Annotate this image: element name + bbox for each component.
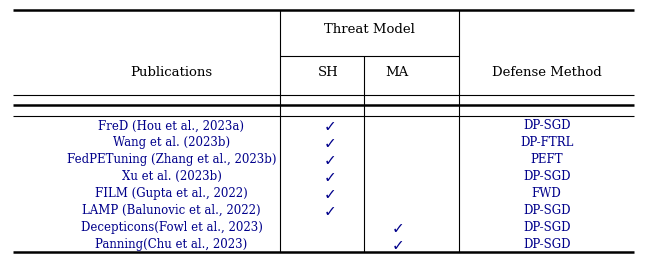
Text: SH: SH xyxy=(318,66,339,79)
Text: FILM (Gupta et al., 2022): FILM (Gupta et al., 2022) xyxy=(95,187,248,200)
Text: $\checkmark$: $\checkmark$ xyxy=(323,203,334,218)
Text: FWD: FWD xyxy=(532,187,562,200)
Text: Panning(Chu et al., 2023): Panning(Chu et al., 2023) xyxy=(95,238,248,251)
Text: DP-SGD: DP-SGD xyxy=(523,119,571,132)
Text: DP-SGD: DP-SGD xyxy=(523,204,571,217)
Text: Threat Model: Threat Model xyxy=(324,23,415,36)
Text: Decepticons(Fowl et al., 2023): Decepticons(Fowl et al., 2023) xyxy=(80,221,263,234)
Text: Xu et al. (2023b): Xu et al. (2023b) xyxy=(122,170,221,183)
Text: Defense Method: Defense Method xyxy=(492,66,602,79)
Text: FedPETuning (Zhang et al., 2023b): FedPETuning (Zhang et al., 2023b) xyxy=(67,153,276,166)
Text: $\checkmark$: $\checkmark$ xyxy=(323,118,334,133)
Text: $\checkmark$: $\checkmark$ xyxy=(323,186,334,201)
Text: MA: MA xyxy=(385,66,408,79)
Text: $\checkmark$: $\checkmark$ xyxy=(323,152,334,167)
Text: $\checkmark$: $\checkmark$ xyxy=(323,135,334,150)
Text: Publications: Publications xyxy=(131,66,212,79)
Text: DP-FTRL: DP-FTRL xyxy=(520,136,573,149)
Text: FreD (Hou et al., 2023a): FreD (Hou et al., 2023a) xyxy=(98,119,245,132)
Text: DP-SGD: DP-SGD xyxy=(523,170,571,183)
Text: $\checkmark$: $\checkmark$ xyxy=(391,220,402,235)
Text: $\checkmark$: $\checkmark$ xyxy=(391,237,402,252)
Text: $\checkmark$: $\checkmark$ xyxy=(323,169,334,184)
Text: Wang et al. (2023b): Wang et al. (2023b) xyxy=(113,136,230,149)
Text: DP-SGD: DP-SGD xyxy=(523,221,571,234)
Text: LAMP (Balunovic et al., 2022): LAMP (Balunovic et al., 2022) xyxy=(82,204,261,217)
Text: DP-SGD: DP-SGD xyxy=(523,238,571,251)
Text: PEFT: PEFT xyxy=(531,153,563,166)
